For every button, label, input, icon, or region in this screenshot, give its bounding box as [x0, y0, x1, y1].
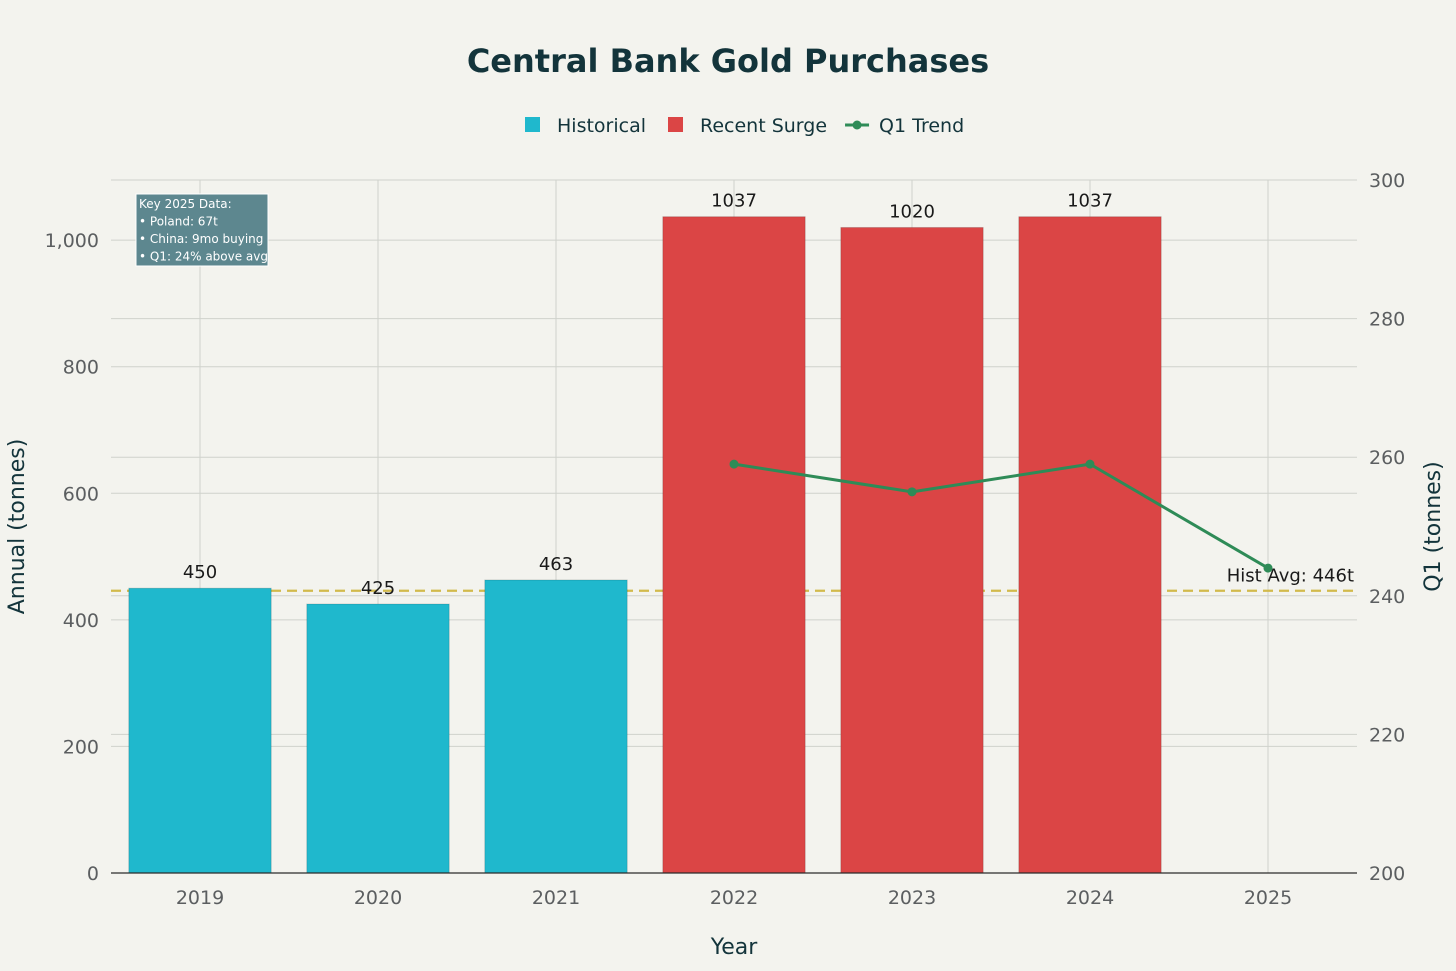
y-tick-label: 800	[63, 357, 99, 379]
data-labels: 450 425 463 1037 1020 1037 Hist Avg: 446t	[183, 191, 1354, 599]
legend-swatch-0	[525, 117, 540, 132]
q1-trend-point	[1263, 563, 1273, 573]
y2-tick-label: 240	[1369, 586, 1405, 608]
x-tick-label: 2023	[888, 887, 936, 909]
bar-value-label: 1037	[1067, 191, 1113, 212]
y2-tick-label: 220	[1369, 724, 1405, 746]
q1-trend-point	[907, 487, 917, 497]
annotation-line: Key 2025 Data:	[139, 197, 232, 211]
reference-line-label: Hist Avg: 446t	[1227, 566, 1354, 587]
y-tick-label: 200	[63, 736, 99, 758]
bar-2021	[484, 579, 628, 874]
bar-2019	[128, 587, 272, 874]
bar-value-label: 450	[183, 562, 217, 583]
x-tick-label: 2019	[176, 887, 224, 909]
bar-2022	[662, 216, 806, 874]
annotation-line: • China: 9mo buying	[139, 232, 263, 246]
y-tick-label: 0	[87, 863, 99, 885]
bar-value-label: 425	[361, 578, 395, 599]
legend-marker	[852, 120, 862, 130]
y-tick-label: 1,000	[45, 230, 99, 252]
x-tick-label: 2024	[1066, 887, 1114, 909]
bar-2024	[1018, 216, 1162, 874]
x-tick-label: 2022	[710, 887, 758, 909]
annotation-background	[135, 193, 269, 267]
annotation-line: • Q1: 24% above avg	[139, 250, 268, 264]
bars	[128, 216, 1162, 874]
y2-tick-label: 300	[1369, 170, 1405, 192]
x-axis-title: Year	[710, 935, 759, 960]
y2-tick-label: 280	[1369, 309, 1405, 331]
q1-trend-line	[733, 462, 1269, 570]
y2-tick-label: 200	[1369, 863, 1405, 885]
bar-value-label: 1020	[889, 201, 935, 222]
legend: Historical Recent Surge Q1 Trend	[525, 115, 964, 137]
legend-label: Q1 Trend	[879, 115, 964, 137]
q1-trend-point	[729, 459, 739, 469]
legend-swatch-1	[668, 117, 683, 132]
y-tick-label: 400	[63, 610, 99, 632]
x-tick-label: 2025	[1244, 887, 1292, 909]
q1-trend-line-group	[729, 459, 1273, 573]
y-tick-label: 600	[63, 483, 99, 505]
x-tick-label: 2020	[354, 887, 402, 909]
x-tick-label: 2021	[532, 887, 580, 909]
chart-title: Central Bank Gold Purchases	[467, 42, 989, 80]
y-axis-title: Annual (tonnes)	[5, 439, 30, 615]
q1-trend-point	[1085, 459, 1095, 469]
bar-2020	[306, 603, 450, 874]
y2-axis-title: Q1 (tonnes)	[1421, 461, 1446, 591]
bar-value-label: 463	[539, 554, 573, 575]
legend-label: Recent Surge	[700, 115, 827, 137]
bar-value-label: 1037	[711, 191, 757, 212]
bar-2023	[840, 226, 984, 874]
axes: 0 200 400 600 800 1,000 200 220 240 260 280 300 2019…	[5, 170, 1446, 960]
annotation-line: • Poland: 67t	[139, 215, 218, 229]
y2-tick-label: 260	[1369, 447, 1405, 469]
annotation-box: Key 2025 Data: • Poland: 67t • China: 9mo …	[135, 193, 269, 267]
legend-label: Historical	[557, 115, 646, 137]
